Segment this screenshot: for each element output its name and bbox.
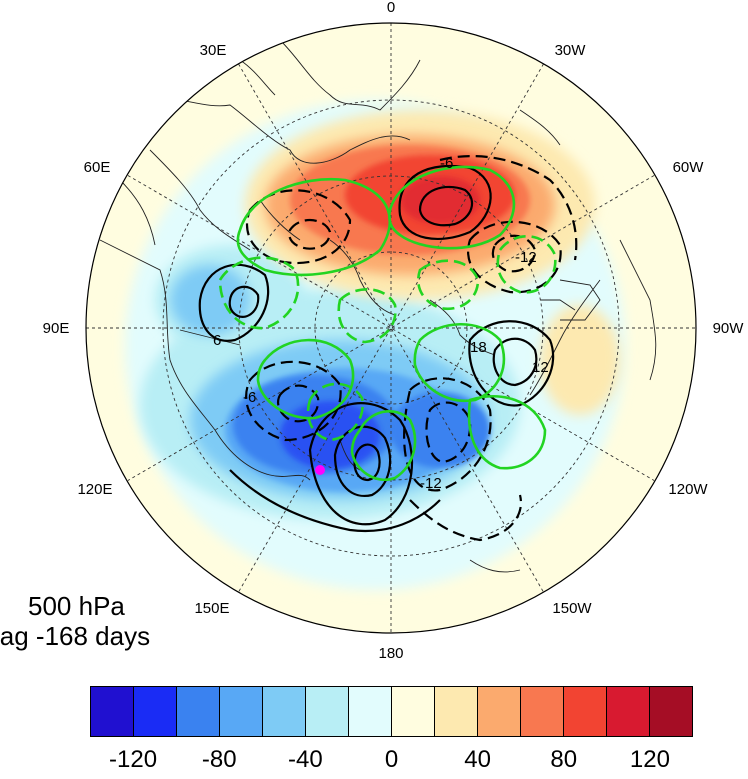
lon-label-60w: 60W [673, 159, 705, 176]
colorbar-tick-label: -120 [109, 746, 158, 773]
contour-label: -6 [243, 389, 256, 406]
globe-outline [85, 22, 697, 634]
colorbar-swatch [263, 687, 306, 736]
colorbar-swatch [392, 687, 435, 736]
lon-label-60e: 60E [84, 159, 111, 176]
lon-label-90e: 90E [43, 320, 70, 337]
colorbar-tick-label: -80 [201, 746, 237, 773]
colorbar-swatch [349, 687, 392, 736]
colorbar-swatch [521, 687, 564, 736]
lon-label-180: 180 [378, 645, 403, 662]
contour-label: 6 [213, 332, 221, 349]
colorbar-swatch [650, 687, 692, 736]
colorbar-swatch [306, 687, 349, 736]
colorbar-swatch [478, 687, 521, 736]
contour-label: 12 [532, 359, 549, 376]
contours-green-dashed [218, 234, 557, 442]
polar-map: -6 -12 -6 -12 6 12 18 0 30W 60W 90W 120W… [43, 0, 745, 662]
colorbar-tick-label: 40 [464, 746, 491, 773]
lon-label-30e: 30E [200, 42, 227, 59]
colorbar-tick-label: -40 [288, 746, 323, 773]
colorbar-tick-label: 120 [629, 746, 670, 773]
base-point-marker [315, 465, 325, 475]
colorbar-swatch [564, 687, 607, 736]
contour-label: -6 [440, 155, 453, 172]
contours-green [236, 165, 547, 481]
colorbar-swatch [435, 687, 478, 736]
colorbar-swatch [220, 687, 263, 736]
coastlines [99, 39, 657, 573]
pressure-level-label: 500 hPa [28, 591, 125, 621]
colorbar-swatch [91, 687, 134, 736]
contour-label: -12 [515, 249, 537, 266]
graticule [86, 23, 696, 633]
lon-label-150e: 150E [194, 600, 229, 617]
colorbar-tick-label: 80 [550, 746, 578, 773]
lon-label-120w: 120W [668, 481, 708, 498]
contour-label-group: -6 -12 -6 -12 6 12 18 [213, 155, 549, 492]
lon-label-30w: 30W [555, 42, 587, 59]
colorbar-swatch [607, 687, 650, 736]
contour-label: 18 [470, 339, 487, 356]
colorbar-swatch [177, 687, 220, 736]
colorbar-tick-label: 0 [384, 746, 399, 773]
colorbar [90, 686, 693, 737]
lag-label: lag -168 days [0, 621, 151, 651]
colorbar-swatch [134, 687, 177, 736]
longitude-labels: 0 30W 60W 90W 120W 150W 180 150E 120E 90… [43, 0, 745, 662]
lon-label-0: 0 [387, 0, 395, 16]
lon-label-120e: 120E [77, 481, 112, 498]
contours-black-dashed [245, 154, 578, 542]
lon-label-90w: 90W [713, 320, 745, 337]
contour-label: -12 [420, 475, 442, 492]
lon-label-150w: 150W [552, 600, 592, 617]
